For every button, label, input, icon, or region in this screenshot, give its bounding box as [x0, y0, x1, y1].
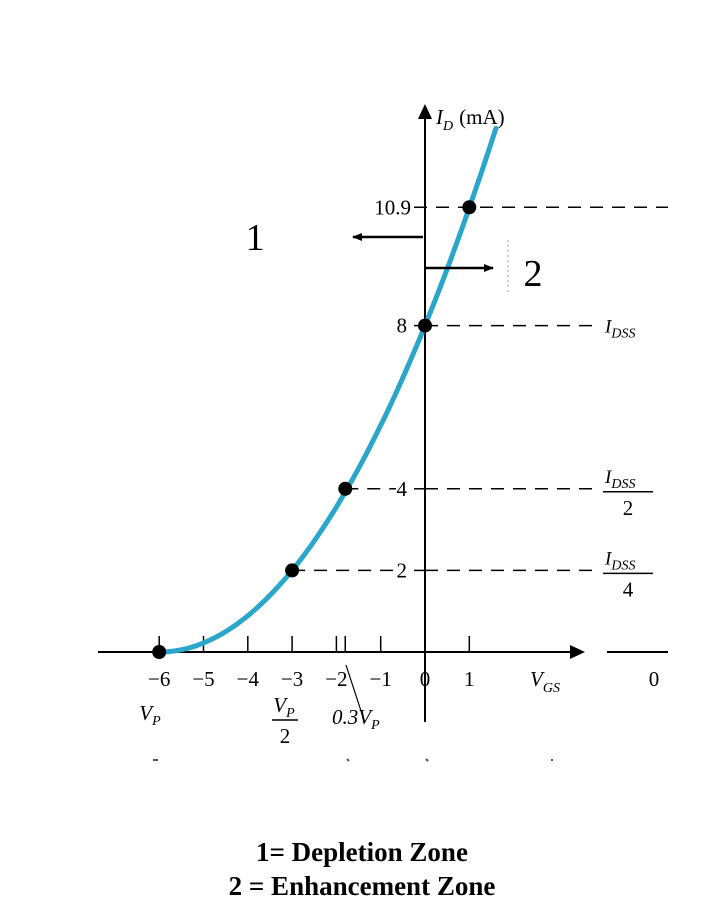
- y-axis-arrowhead: [418, 104, 432, 119]
- y-tick-label-2: 2: [397, 558, 408, 582]
- y-tick-label-8: 8: [397, 314, 408, 338]
- svg-text:IDSS: IDSS: [604, 317, 635, 342]
- data-point-0: [152, 645, 167, 659]
- enhancement-zone-number: 2: [524, 253, 543, 295]
- depletion-zone-number: 1: [246, 217, 265, 259]
- y-tick-label-4: 4: [397, 477, 408, 501]
- data-point-1: [285, 563, 300, 578]
- x-tick-label-0: 0: [420, 667, 431, 691]
- svg-text:2: 2: [623, 496, 634, 520]
- partial-axis-right-label: 0: [649, 667, 660, 691]
- data-point-3: [418, 318, 432, 333]
- data-point-2: [338, 481, 353, 496]
- svg-text:IDSS: IDSS: [604, 467, 635, 492]
- vp-half-label: VP 2: [272, 693, 298, 748]
- svg-text:IDSS: IDSS: [604, 548, 635, 573]
- x-tick-label-1: 1: [464, 667, 475, 691]
- ref-label-4: IDSS 2: [603, 467, 653, 520]
- data-point-4: [462, 200, 477, 215]
- x-tick-label--2: −2: [325, 667, 347, 691]
- y-tick-labels: 2 4 8 10.9: [374, 195, 425, 582]
- vp-03-leader: [345, 664, 363, 715]
- ref-label-2: IDSS 4: [603, 548, 653, 601]
- x-tick-label--1: −1: [370, 667, 392, 691]
- x-axis-title: VGS: [530, 667, 560, 696]
- baseline-mark-3: [425, 758, 429, 762]
- baseline-mark-2: [346, 758, 350, 762]
- reference-lines: IDSS IDSS 2 IDSS 4: [292, 206, 668, 601]
- x-tick-label--4: −4: [237, 667, 260, 691]
- transfer-curve: [156, 125, 499, 655]
- svg-text:VP: VP: [273, 693, 295, 721]
- vp-label: VP: [139, 701, 161, 729]
- caption-line-2: 2 = Enhancement Zone: [228, 871, 496, 901]
- data-points: [152, 200, 477, 659]
- x-tick-label--3: −3: [281, 667, 303, 691]
- y-axis-title: ID (mA): [435, 105, 505, 134]
- vp-03-label: 0.3VP: [332, 705, 380, 733]
- svg-text:2: 2: [280, 724, 291, 748]
- svg-text:4: 4: [623, 577, 634, 601]
- ref-label-8: IDSS: [604, 317, 635, 342]
- x-tick-label--6: −6: [148, 667, 170, 691]
- x-axis-arrowhead: [570, 645, 585, 659]
- caption-line-1: 1= Depletion Zone: [256, 837, 468, 867]
- y-tick-label-10_9: 10.9: [374, 195, 411, 219]
- x-tick-label--5: −5: [192, 667, 214, 691]
